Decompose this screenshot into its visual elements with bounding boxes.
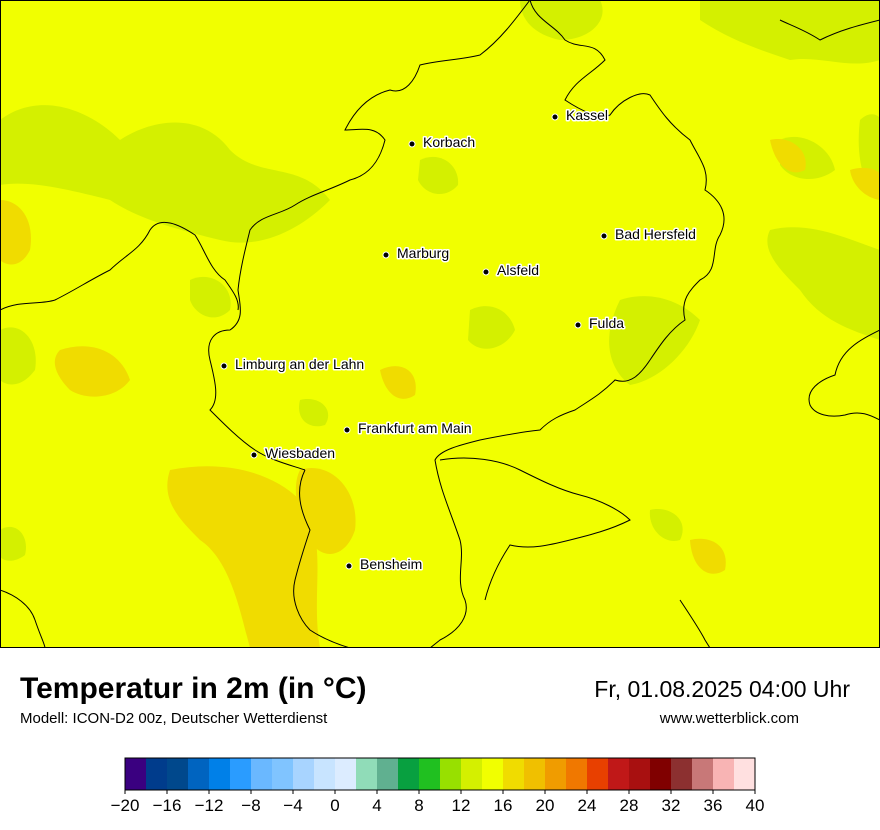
city-dot: [220, 362, 228, 370]
city-dot: [382, 251, 390, 259]
color-scale-tick-label: 0: [330, 796, 339, 815]
color-scale-frame: [124, 757, 756, 791]
color-scale-step: [692, 758, 714, 790]
city-dot: [343, 426, 351, 434]
color-scale-step: [713, 758, 735, 790]
color-scale-tick-label: 32: [662, 796, 681, 815]
region-borders: [0, 0, 880, 649]
temperature-map: Kassel Korbach Bad Hersfeld Marburg Alsf…: [0, 0, 880, 649]
color-scale-step: [293, 758, 315, 790]
color-scale-step: [230, 758, 252, 790]
city-label-korbach: Korbach: [423, 134, 475, 150]
color-scale-step: [587, 758, 609, 790]
color-scale-step: [314, 758, 336, 790]
color-scale-tick-label: 28: [620, 796, 639, 815]
city-label-wiesbaden: Wiesbaden: [265, 445, 335, 461]
city-dot: [574, 321, 582, 329]
city-marburg[interactable]: Marburg: [382, 244, 451, 263]
city-korbach[interactable]: Korbach: [408, 133, 477, 152]
color-scale-tick-label: 16: [494, 796, 513, 815]
map-title: Temperatur in 2m (in °C): [20, 672, 367, 705]
color-scale-step: [335, 758, 357, 790]
color-scale-tick-label: 24: [578, 796, 597, 815]
color-scale-tick-label: 8: [414, 796, 423, 815]
color-scale-step: [650, 758, 672, 790]
model-info: Modell: ICON-D2 00z, Deutscher Wetterdie…: [20, 710, 328, 727]
color-scale-step: [545, 758, 567, 790]
color-scale-tick-label: −16: [153, 796, 182, 815]
color-scale-step: [272, 758, 294, 790]
city-kassel[interactable]: Kassel: [551, 106, 610, 125]
color-scale-step: [482, 758, 504, 790]
color-scale-bars: [125, 758, 756, 790]
color-scale-tick-label: 4: [372, 796, 381, 815]
color-scale-step: [734, 758, 756, 790]
color-scale-step: [146, 758, 168, 790]
color-scale-step: [440, 758, 462, 790]
map-background: [0, 0, 880, 648]
city-dot: [551, 113, 559, 121]
color-scale-step: [503, 758, 525, 790]
city-label-bad-hersfeld: Bad Hersfeld: [615, 226, 696, 242]
city-label-alsfeld: Alsfeld: [497, 262, 539, 278]
color-scale-step: [419, 758, 441, 790]
color-scale-step: [167, 758, 189, 790]
color-scale-step: [209, 758, 231, 790]
color-scale-step: [566, 758, 588, 790]
color-scale-tick-label: 40: [746, 796, 765, 815]
color-scale-step: [671, 758, 693, 790]
city-label-fulda: Fulda: [589, 315, 624, 331]
city-markers: Kassel Korbach Bad Hersfeld Marburg Alsf…: [220, 106, 697, 574]
forecast-datetime: Fr, 01.08.2025 04:00 Uhr: [594, 676, 850, 702]
city-wiesbaden[interactable]: Wiesbaden: [250, 444, 337, 463]
map-footer: Temperatur in 2m (in °C) Modell: ICON-D2…: [0, 648, 880, 830]
city-label-kassel: Kassel: [566, 107, 608, 123]
cool-areas: [0, 0, 880, 561]
city-dot: [482, 268, 490, 276]
color-scale-tick-label: −8: [241, 796, 260, 815]
color-scale-step: [125, 758, 147, 790]
color-scale-tick-label: −12: [195, 796, 224, 815]
website-link[interactable]: www.wetterblick.com: [659, 710, 799, 727]
color-scale-step: [608, 758, 630, 790]
color-scale-step: [629, 758, 651, 790]
color-scale-tick-label: 12: [452, 796, 471, 815]
city-label-bensheim: Bensheim: [360, 556, 422, 572]
city-bensheim[interactable]: Bensheim: [345, 555, 424, 574]
color-scale-tick-label: 20: [536, 796, 555, 815]
city-dot: [600, 232, 608, 240]
city-frankfurt[interactable]: Frankfurt am Main: [343, 419, 473, 438]
color-scale-step: [356, 758, 378, 790]
color-scale-ticks: −20 −16 −12 −8 −4 0 4 8 12 16 20 24 28 32 36 40: [111, 790, 765, 815]
city-dot: [345, 562, 353, 570]
color-scale-tick-label: −4: [283, 796, 302, 815]
city-label-frankfurt: Frankfurt am Main: [358, 420, 472, 436]
warm-areas: [0, 139, 880, 648]
city-alsfeld[interactable]: Alsfeld: [482, 261, 541, 280]
city-dot: [250, 451, 258, 459]
color-scale-step: [398, 758, 420, 790]
city-label-marburg: Marburg: [397, 245, 449, 261]
color-scale-tick-label: −20: [111, 796, 140, 815]
color-scale-step: [461, 758, 483, 790]
city-bad-hersfeld[interactable]: Bad Hersfeld: [600, 225, 697, 244]
color-scale-step: [251, 758, 273, 790]
city-limburg[interactable]: Limburg an der Lahn: [220, 355, 366, 374]
city-dot: [408, 140, 416, 148]
city-label-limburg: Limburg an der Lahn: [235, 356, 364, 372]
color-scale: −20 −16 −12 −8 −4 0 4 8 12 16 20 24 28 32 36 40: [111, 757, 765, 815]
color-scale-step: [188, 758, 210, 790]
color-scale-step: [377, 758, 399, 790]
color-scale-step: [524, 758, 546, 790]
color-scale-tick-label: 36: [704, 796, 723, 815]
map-canvas: Kassel Korbach Bad Hersfeld Marburg Alsf…: [0, 0, 880, 649]
city-fulda[interactable]: Fulda: [574, 314, 626, 333]
